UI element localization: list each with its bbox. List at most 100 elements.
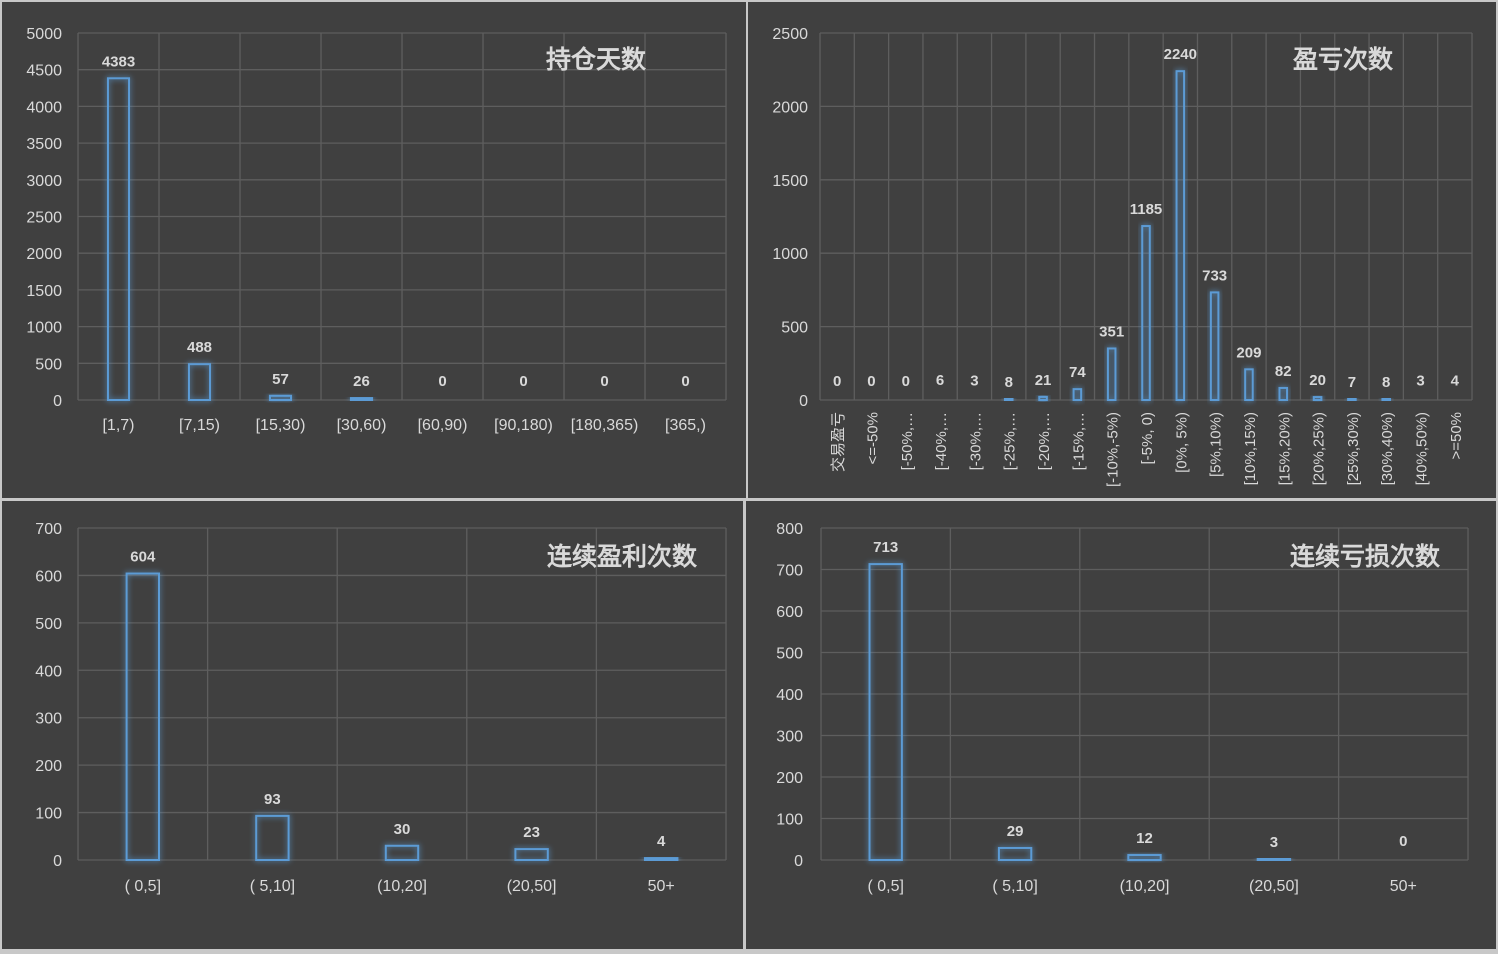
bar: [1381, 397, 1391, 401]
data-label: 57: [272, 371, 289, 388]
data-label: 488: [187, 339, 212, 356]
data-label: 3: [1416, 373, 1424, 390]
bar: [997, 846, 1033, 861]
y-tick-label: 200: [776, 770, 803, 787]
x-tick-label: [-30%,…: [967, 412, 984, 470]
chart-consecutive-loss: 0 100 200 300 400 500 600 700 800 713 ( 0,5] 29 ( 5,…: [776, 521, 1469, 895]
bar: [514, 848, 549, 862]
chart-consecutive-profit: 0 100 200 300 400 500 600 700 604 ( 0,5] 93 ( 5,10]…: [35, 521, 727, 895]
data-label: 0: [1399, 833, 1407, 850]
y-tick-label: 1500: [26, 283, 62, 300]
y-tick-label: 1000: [26, 320, 62, 337]
bar: [268, 394, 293, 401]
bar: [1175, 70, 1186, 401]
bar: [125, 572, 160, 861]
bar: [1256, 857, 1292, 862]
y-tick-label: 0: [53, 853, 62, 870]
x-tick-label: [0%, 5%): [1173, 412, 1190, 473]
bar: [384, 844, 420, 861]
chart-panel-profit-loss-count: 0 500 1000 1500 2000 2500 0 交易盈亏 0 <=-50% 0 [-50%,……: [748, 2, 1496, 498]
data-label: 93: [264, 791, 281, 808]
x-tick-label: ( 5,10]: [992, 878, 1037, 895]
y-tick-label: 500: [35, 356, 62, 373]
data-label: 21: [1035, 372, 1052, 389]
data-label: 30: [394, 821, 411, 838]
data-label: 604: [130, 549, 156, 566]
bar: [1209, 291, 1220, 401]
data-label: 26: [353, 373, 370, 390]
data-label: 0: [438, 373, 446, 390]
data-label: 1185: [1130, 201, 1163, 218]
y-tick-label: 100: [35, 806, 62, 823]
x-tick-label: ( 0,5]: [867, 878, 903, 895]
x-tick-label: 交易盈亏: [829, 412, 847, 472]
y-tick-label: 700: [35, 521, 62, 538]
y-tick-label: 700: [776, 563, 803, 580]
chart-holding-days: 0 500 1000 1500 2000 2500 3000 3500 4000 4500 5000…: [26, 26, 727, 434]
x-tick-label: [20%,25%): [1311, 412, 1328, 485]
chart-panel-consecutive-profit: 0 100 200 300 400 500 600 700 604 ( 0,5] 93 ( 5,10]…: [2, 501, 743, 949]
chart-title: 持仓天数: [546, 45, 647, 74]
x-tick-label: [30%,40%): [1379, 412, 1396, 485]
y-tick-label: 0: [794, 853, 803, 870]
data-label: 4383: [102, 53, 135, 70]
data-label: 23: [523, 824, 540, 841]
y-tick-label: 400: [35, 663, 62, 680]
y-tick-label: 0: [799, 393, 808, 410]
x-tick-label: [7,15): [179, 417, 220, 434]
data-label: 12: [1136, 830, 1153, 847]
x-tick-label: (20,50]: [1249, 878, 1299, 895]
data-label: 20: [1309, 372, 1326, 389]
data-label: 3: [970, 373, 978, 390]
data-label: 209: [1236, 344, 1261, 361]
bar: [1106, 347, 1117, 402]
x-tick-label: >=50%: [1448, 412, 1465, 460]
chart-panel-consecutive-loss: 0 100 200 300 400 500 600 700 800 713 ( 0,5] 29 ( 5,…: [746, 501, 1496, 949]
y-tick-label: 2500: [772, 26, 808, 43]
bar: [1347, 397, 1357, 402]
data-label: 0: [681, 373, 689, 390]
chart-title: 连续亏损次数: [1290, 542, 1441, 571]
data-label: 0: [600, 373, 608, 390]
y-tick-label: 600: [35, 568, 62, 585]
bar: [1312, 396, 1323, 401]
x-tick-label: [15,30): [256, 417, 306, 434]
data-label: 351: [1099, 323, 1124, 340]
bar: [187, 363, 212, 401]
x-tick-label: ( 0,5]: [125, 878, 161, 895]
x-tick-label: [25%,30%): [1345, 412, 1362, 485]
data-label: 8: [1382, 374, 1390, 391]
x-tick-label: (10,20]: [377, 878, 427, 895]
data-label: 7: [1348, 374, 1356, 391]
x-tick-label: [5%,10%): [1208, 412, 1225, 477]
x-tick-label: [-40%,…: [933, 412, 950, 470]
y-tick-label: 2500: [26, 210, 62, 227]
y-tick-label: 400: [776, 687, 803, 704]
bar: [1244, 368, 1254, 401]
bar: [349, 397, 374, 402]
x-tick-label: [365,): [665, 417, 706, 434]
bar: [106, 77, 131, 401]
bar: [1072, 388, 1083, 402]
y-tick-label: 2000: [772, 99, 808, 116]
bar: [868, 563, 903, 861]
data-label: 8: [1005, 374, 1013, 391]
x-tick-label: <=-50%: [864, 412, 881, 465]
y-tick-label: 100: [776, 812, 803, 829]
y-tick-label: 4500: [26, 63, 62, 80]
y-tick-label: 0: [53, 393, 62, 410]
data-label: 2240: [1164, 46, 1197, 63]
bar: [1141, 225, 1151, 401]
x-tick-label: [60,90): [418, 417, 468, 434]
bar: [1278, 386, 1289, 402]
x-tick-label: [40%,50%): [1414, 412, 1431, 485]
x-tick-label: [30,60): [337, 417, 387, 434]
bar: [1003, 397, 1014, 401]
x-tick-label: [15%,20%): [1276, 412, 1293, 485]
data-label: 713: [873, 539, 898, 556]
x-tick-label: [90,180): [494, 417, 553, 434]
bar: [644, 857, 679, 861]
x-tick-label: [10%,15%): [1242, 412, 1259, 485]
x-tick-label: [-25%,…: [1002, 412, 1019, 470]
data-label: 29: [1007, 823, 1024, 840]
